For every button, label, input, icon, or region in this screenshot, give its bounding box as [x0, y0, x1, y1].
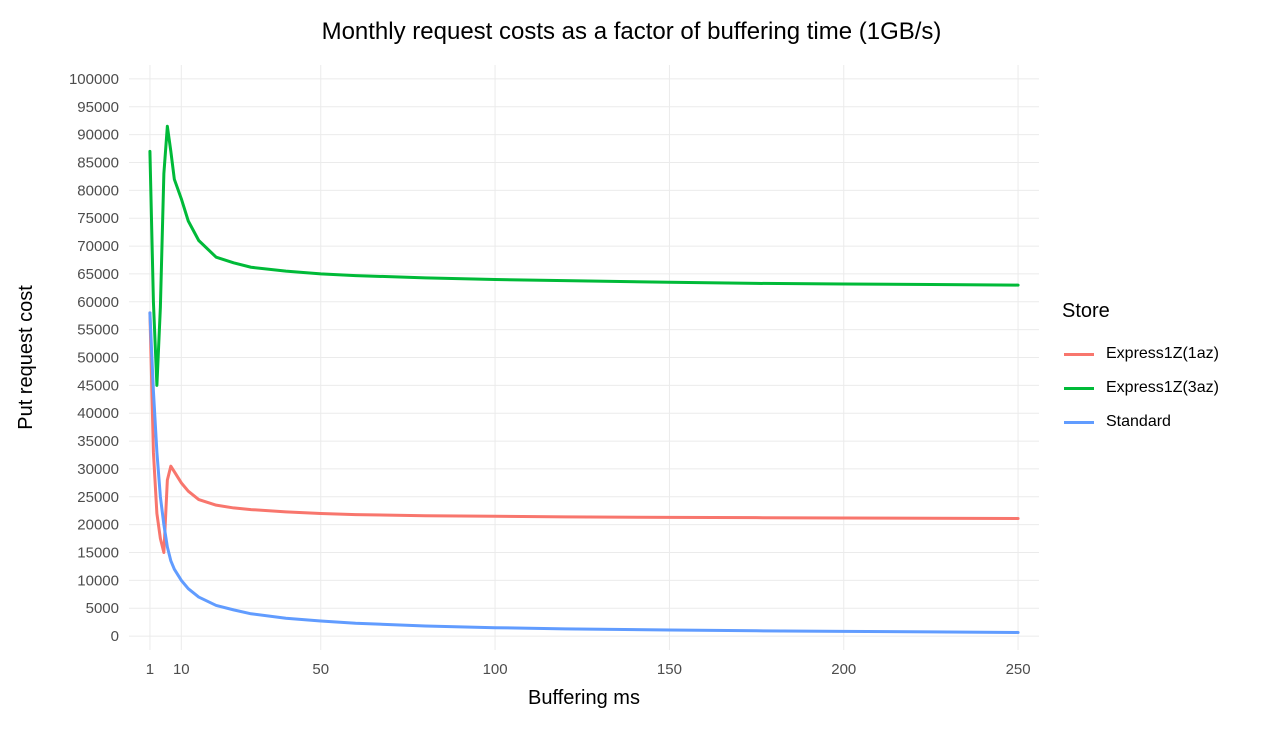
- y-tick-label: 100000: [69, 71, 119, 88]
- legend-item: Express1Z(1az): [1062, 337, 1219, 371]
- legend-item: Standard: [1062, 405, 1219, 439]
- legend-key-icon: [1062, 413, 1096, 431]
- y-tick-label: 90000: [77, 127, 119, 144]
- legend-label: Standard: [1106, 413, 1171, 431]
- x-tick-label: 250: [1006, 661, 1031, 678]
- legend-key-icon: [1062, 379, 1096, 397]
- chart-container: Monthly request costs as a factor of buf…: [0, 0, 1263, 738]
- y-tick-label: 10000: [77, 572, 119, 589]
- legend-label: Express1Z(1az): [1106, 345, 1219, 363]
- y-tick-label: 60000: [77, 294, 119, 311]
- y-axis-title: Put request cost: [15, 285, 37, 430]
- x-tick-label: 100: [483, 661, 508, 678]
- legend-title: Store: [1062, 300, 1219, 323]
- y-tick-label: 5000: [86, 600, 119, 617]
- legend-item: Express1Z(3az): [1062, 371, 1219, 405]
- y-tick-label: 50000: [77, 350, 119, 367]
- y-tick-label: 20000: [77, 517, 119, 534]
- x-tick-label: 1: [146, 661, 154, 678]
- y-tick-label: 35000: [77, 433, 119, 450]
- x-axis-title: Buffering ms: [528, 687, 640, 709]
- y-tick-label: 15000: [77, 545, 119, 562]
- legend-label: Express1Z(3az): [1106, 379, 1219, 397]
- y-tick-label: 70000: [77, 238, 119, 255]
- y-tick-label: 55000: [77, 322, 119, 339]
- y-tick-label: 75000: [77, 210, 119, 227]
- y-tick-label: 65000: [77, 266, 119, 283]
- y-tick-label: 40000: [77, 405, 119, 422]
- x-tick-label: 200: [831, 661, 856, 678]
- y-tick-label: 85000: [77, 155, 119, 172]
- x-tick-label: 150: [657, 661, 682, 678]
- y-tick-label: 80000: [77, 182, 119, 199]
- y-tick-label: 25000: [77, 489, 119, 506]
- y-tick-label: 0: [111, 628, 119, 645]
- y-tick-label: 30000: [77, 461, 119, 478]
- y-tick-label: 45000: [77, 377, 119, 394]
- legend-key-icon: [1062, 345, 1096, 363]
- x-tick-label: 50: [312, 661, 329, 678]
- legend: Store Express1Z(1az) Express1Z(3az) Standa…: [1062, 300, 1219, 439]
- y-tick-label: 95000: [77, 99, 119, 116]
- x-tick-label: 10: [173, 661, 190, 678]
